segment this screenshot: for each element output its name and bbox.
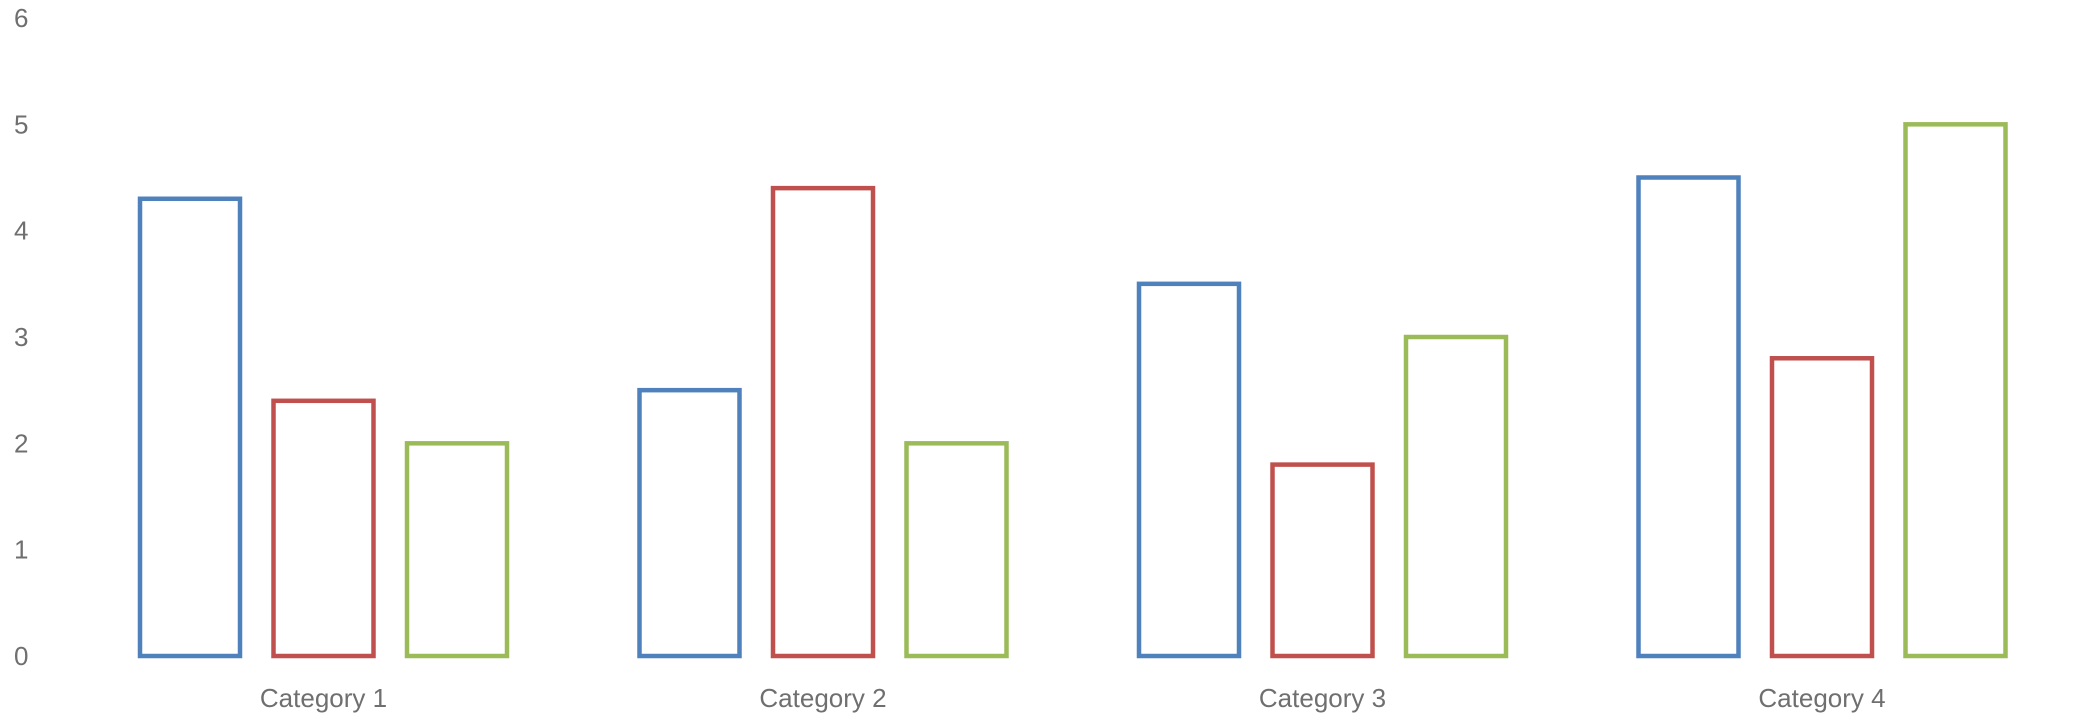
y-tick-label: 6 — [14, 3, 28, 33]
y-tick-label: 2 — [14, 428, 28, 458]
x-tick-label: Category 1 — [260, 683, 387, 713]
y-tick-label: 4 — [14, 216, 28, 246]
bar — [1403, 334, 1509, 659]
y-tick-label: 5 — [14, 109, 28, 139]
x-axis: Category 1 Category 2 Category 3 Category 4 — [260, 683, 1886, 713]
bar — [271, 398, 376, 659]
bar — [1136, 281, 1242, 659]
y-tick-label: 1 — [14, 535, 28, 565]
x-tick-label: Category 4 — [1758, 683, 1885, 713]
y-tick-label: 3 — [14, 322, 28, 352]
bar — [1636, 175, 1741, 659]
bar — [404, 441, 510, 659]
y-tick-label: 0 — [14, 641, 28, 671]
bar — [1270, 462, 1375, 659]
bar — [904, 441, 1009, 659]
bars — [137, 122, 2008, 659]
x-tick-label: Category 3 — [1259, 683, 1386, 713]
bar — [637, 387, 742, 659]
y-axis: 0 1 2 3 4 5 6 — [14, 3, 28, 671]
bar — [770, 185, 876, 659]
bar — [1769, 356, 1875, 659]
x-tick-label: Category 2 — [759, 683, 886, 713]
bar — [1903, 122, 2008, 659]
bar — [137, 196, 243, 659]
